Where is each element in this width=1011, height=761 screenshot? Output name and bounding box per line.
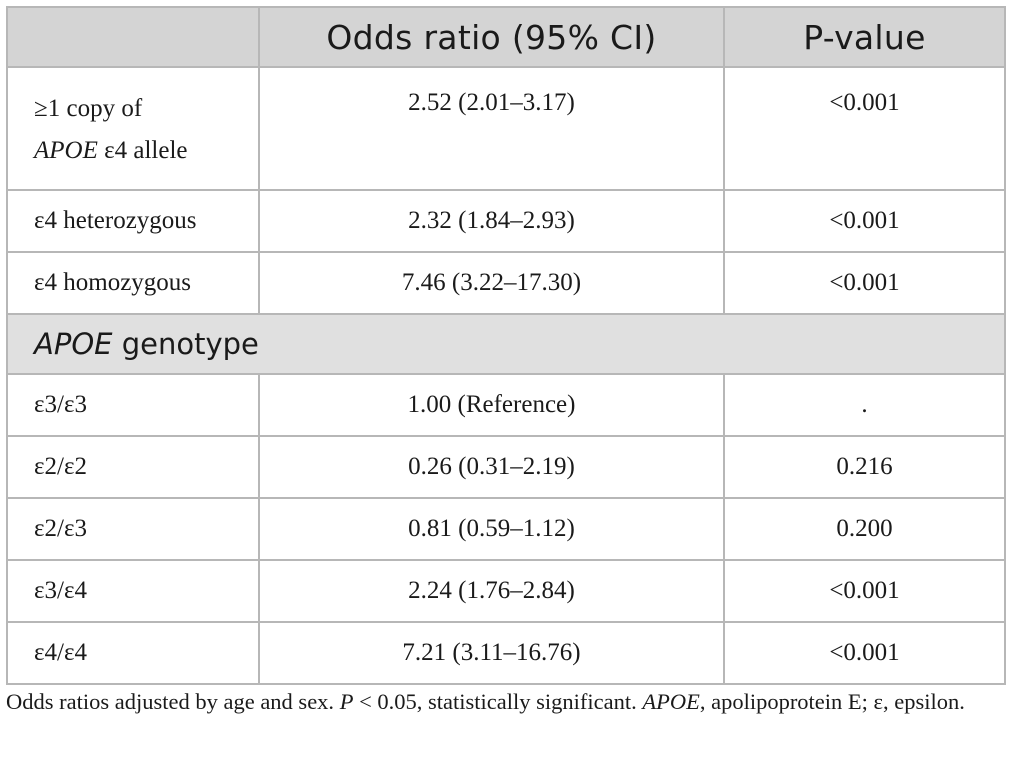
row-label: ε4 heterozygous — [6, 189, 260, 253]
header-p-value: P-value — [723, 6, 1006, 68]
table-row: ε4 homozygous 7.46 (3.22–17.30) <0.001 — [6, 251, 1006, 315]
p-value-cell: 0.200 — [723, 497, 1006, 561]
table-row: ε4 heterozygous 2.32 (1.84–2.93) <0.001 — [6, 189, 1006, 253]
odds-ratio-cell: 0.81 (0.59–1.12) — [258, 497, 725, 561]
table-row: ≥1 copy of APOE ε4 allele 2.52 (2.01–3.1… — [6, 66, 1006, 191]
p-value-cell: <0.001 — [723, 251, 1006, 315]
p-value-cell: <0.001 — [723, 559, 1006, 623]
table-row: ε3/ε4 2.24 (1.76–2.84) <0.001 — [6, 559, 1006, 623]
footnote-part3: , apolipoprotein E; ε, epsilon. — [699, 689, 965, 714]
p-value-cell: <0.001 — [723, 621, 1006, 685]
header-row: Odds ratio (95% CI) P-value — [6, 6, 1006, 68]
row-label: ε3/ε3 — [6, 373, 260, 437]
row-label: ε2/ε2 — [6, 435, 260, 499]
odds-ratio-cell: 0.26 (0.31–2.19) — [258, 435, 725, 499]
table-row: ε4/ε4 7.21 (3.11–16.76) <0.001 — [6, 621, 1006, 685]
table-footnote: Odds ratios adjusted by age and sex. P <… — [6, 684, 1004, 720]
header-empty-cell — [6, 6, 260, 68]
section-gene: APOE — [34, 327, 113, 361]
odds-ratio-cell: 1.00 (Reference) — [258, 373, 725, 437]
p-value-cell: <0.001 — [723, 66, 1006, 191]
odds-ratio-cell: 7.46 (3.22–17.30) — [258, 251, 725, 315]
p-value-cell: . — [723, 373, 1006, 437]
odds-ratio-cell: 7.21 (3.11–16.76) — [258, 621, 725, 685]
section-header: APOE genotype — [6, 313, 1006, 375]
label-rest: ε4 allele — [97, 137, 188, 164]
p-value-cell: 0.216 — [723, 435, 1006, 499]
row-label: ε3/ε4 — [6, 559, 260, 623]
section-text: genotype — [112, 327, 259, 361]
gene-name: APOE — [34, 137, 98, 164]
row-label: ε2/ε3 — [6, 497, 260, 561]
row-label: ε4/ε4 — [6, 621, 260, 685]
footnote-part2: < 0.05, statistically significant. — [353, 689, 643, 714]
table-row: ε2/ε2 0.26 (0.31–2.19) 0.216 — [6, 435, 1006, 499]
p-value-cell: <0.001 — [723, 189, 1006, 253]
section-header-row: APOE genotype — [6, 313, 1006, 375]
table-row: ε3/ε3 1.00 (Reference) . — [6, 373, 1006, 437]
row-label: ≥1 copy of APOE ε4 allele — [6, 66, 260, 191]
footnote-gene: APOE — [642, 689, 700, 714]
odds-ratio-cell: 2.52 (2.01–3.17) — [258, 66, 725, 191]
odds-ratio-table: Odds ratio (95% CI) P-value ≥1 copy of A… — [6, 6, 1006, 685]
odds-ratio-cell: 2.24 (1.76–2.84) — [258, 559, 725, 623]
odds-ratio-cell: 2.32 (1.84–2.93) — [258, 189, 725, 253]
header-odds-ratio: Odds ratio (95% CI) — [258, 6, 725, 68]
footnote-p-symbol: P — [339, 689, 354, 714]
table-row: ε2/ε3 0.81 (0.59–1.12) 0.200 — [6, 497, 1006, 561]
footnote-part1: Odds ratios adjusted by age and sex. — [6, 689, 340, 714]
row-label: ε4 homozygous — [6, 251, 260, 315]
label-line1: ≥1 copy of — [34, 95, 143, 122]
